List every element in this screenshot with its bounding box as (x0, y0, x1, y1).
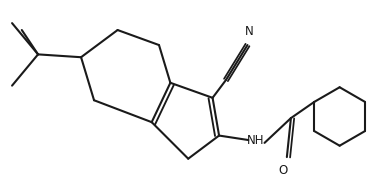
Text: O: O (278, 164, 288, 177)
Text: NH: NH (247, 134, 264, 147)
Text: N: N (245, 25, 253, 38)
